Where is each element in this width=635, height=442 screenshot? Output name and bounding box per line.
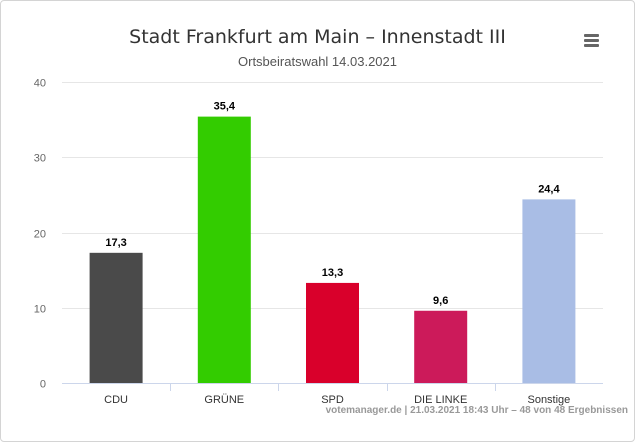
hamburger-menu-icon bbox=[584, 34, 599, 47]
chart-subtitle: Ortsbeiratswahl 14.03.2021 bbox=[238, 54, 397, 69]
chart-title: Stadt Frankfurt am Main – Innenstadt III bbox=[129, 26, 506, 48]
chart-menu-button[interactable] bbox=[580, 30, 604, 50]
credits-text[interactable]: votemanager.de | 21.03.2021 18:43 Uhr – … bbox=[325, 405, 628, 416]
